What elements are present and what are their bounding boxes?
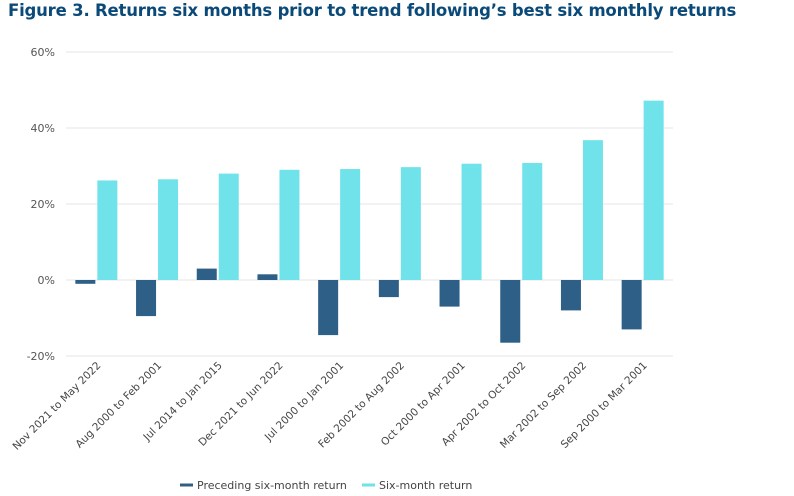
bar-preceding-return [500,280,521,343]
bar-six-month-return [97,180,118,280]
bar-six-month-return [279,169,300,280]
bar-six-month-return [400,167,421,280]
bar-six-month-return [340,169,361,280]
bar-preceding-return [257,274,278,280]
legend-label: Six-month return [379,479,472,492]
legend-swatch [180,483,193,487]
bar-six-month-return [158,179,179,280]
y-tick-label: 0% [38,274,55,287]
bar-six-month-return [461,163,482,280]
bar-preceding-return [136,280,157,317]
bar-preceding-return [75,280,96,284]
bar-preceding-return [621,280,642,330]
y-tick-label: -20% [27,350,55,363]
bar-preceding-return [439,280,460,307]
bar-preceding-return [196,268,217,280]
y-tick-label: 40% [31,122,55,135]
bar-six-month-return [218,173,239,280]
gridlines [66,51,673,357]
y-tick-label: 60% [31,46,55,59]
legend-swatch [362,483,375,487]
bar-preceding-return [378,280,399,298]
y-axis-tick-labels: -20% 0% 20% 40% 60% [27,46,55,363]
y-tick-label: 20% [31,198,55,211]
legend: Preceding six-month return Six-month retu… [180,479,472,492]
bar-six-month-return [582,140,603,280]
bars [75,100,664,343]
bar-six-month-return [522,162,543,280]
bar-six-month-return [643,100,664,280]
legend-label: Preceding six-month return [197,479,347,492]
bar-preceding-return [318,280,339,336]
bar-preceding-return [560,280,581,311]
chart-title: Figure 3. Returns six months prior to tr… [8,1,737,20]
